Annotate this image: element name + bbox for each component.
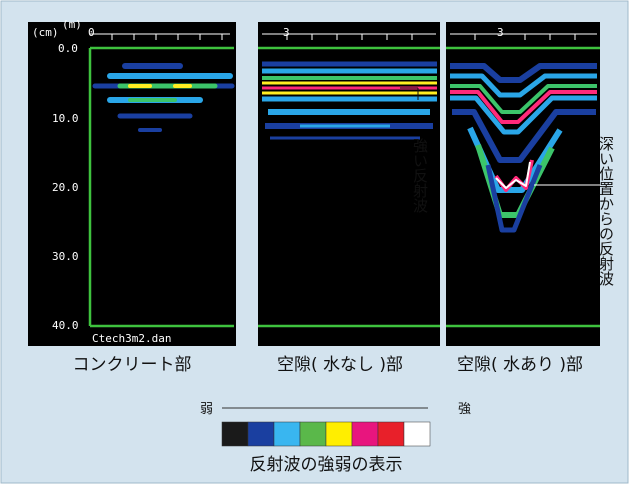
x-tick-label: 3: [497, 26, 504, 39]
annotation: 深い位置からの反射波: [597, 136, 615, 286]
y-tick-label: 30.0: [52, 250, 79, 263]
y-tick-label: 0.0: [58, 42, 78, 55]
color-scale: [222, 422, 430, 446]
legend-caption: 反射波の強弱の表示: [250, 455, 403, 475]
y-unit: (cm): [32, 26, 59, 39]
panel-void-wet: 3 深い位置からの反射波 空隙( 水あり )部: [446, 22, 615, 375]
file-name: Ctech3m2.dan: [92, 332, 171, 345]
y-tick-label: 20.0: [52, 181, 79, 194]
x-tick-label: 0: [88, 26, 95, 39]
panel-void-dry: 3 強い反射波 空隙( 水なし )部: [258, 22, 440, 375]
x-unit: (m): [62, 18, 82, 31]
caption: 空隙( 水なし )部: [277, 355, 403, 375]
y-tick-label: 10.0: [52, 112, 79, 125]
panel-concrete: (cm) (m) 0 0.0 10.0 20.0 30.0 40.0 Ctech…: [28, 18, 236, 375]
annotation: 強い反射波: [411, 138, 429, 213]
x-tick-label: 3: [283, 26, 290, 39]
caption: 空隙( 水あり )部: [457, 355, 583, 375]
figure: (cm) (m) 0 0.0 10.0 20.0 30.0 40.0 Ctech…: [0, 0, 629, 484]
caption: コンクリート部: [73, 355, 192, 375]
legend-strong: 強: [458, 402, 471, 417]
y-tick-label: 40.0: [52, 319, 79, 332]
legend-weak: 弱: [200, 402, 213, 417]
